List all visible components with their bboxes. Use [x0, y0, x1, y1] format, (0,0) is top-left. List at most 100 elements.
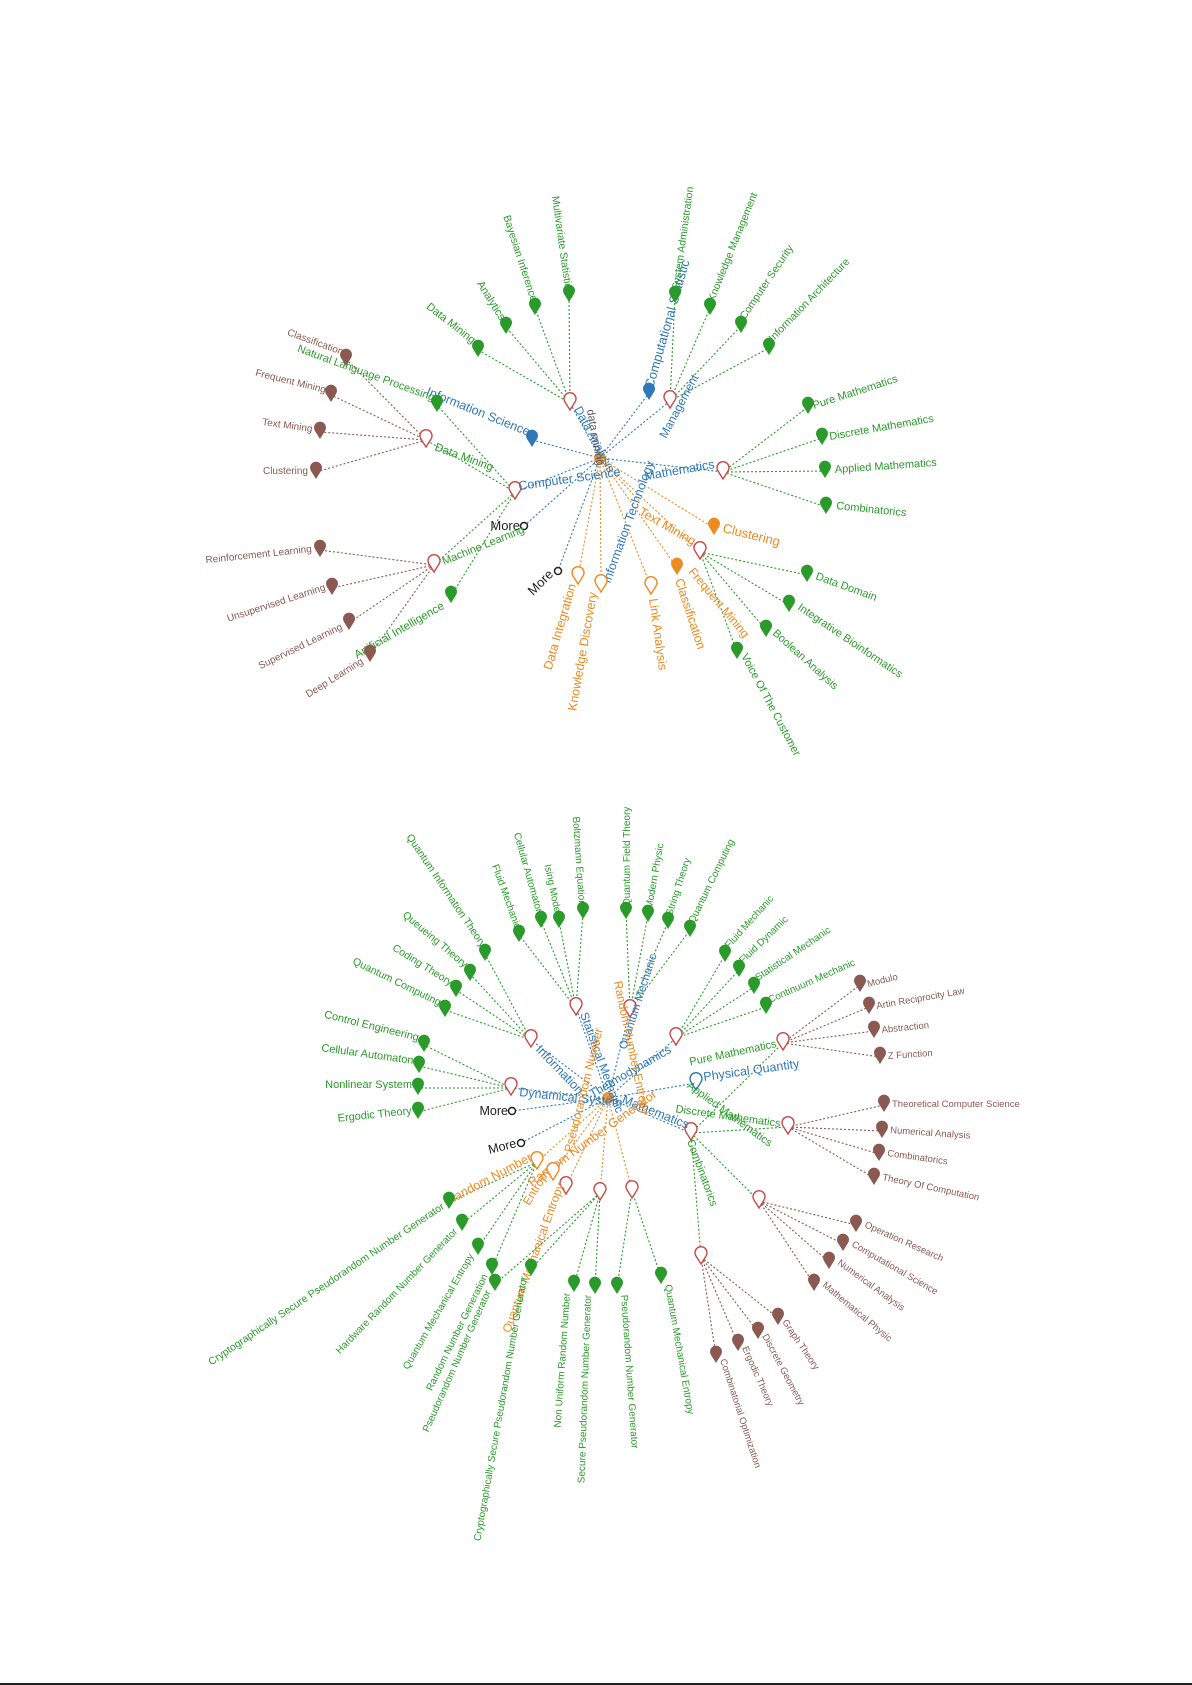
edge-fm-ba: [699, 551, 767, 631]
node-na[interactable]: Numerical Analysis: [876, 1120, 971, 1142]
node-pin-icon: [363, 644, 377, 662]
node-pin-icon: [439, 999, 452, 1017]
edge-math-am: [722, 470, 826, 473]
node-dmath[interactable]: Discrete Mathematics: [816, 413, 935, 445]
node-more2[interactable]: More: [525, 567, 563, 599]
edge-qm-qc2: [629, 929, 691, 1011]
node-la[interactable]: Link Analysis: [644, 576, 670, 671]
edge-ds-ca2: [418, 1065, 512, 1089]
node-label: Deep Learning: [304, 656, 365, 700]
node-ms[interactable]: Multivariate Statistic: [549, 195, 575, 302]
node-dl[interactable]: Deep Learning: [304, 644, 377, 701]
node-tm2[interactable]: Text Mining: [261, 417, 327, 439]
node-ml[interactable]: Machine Learning: [427, 524, 526, 574]
node-ib[interactable]: Integrative Bioinformatics: [783, 594, 905, 681]
node-qc2[interactable]: Quantum Computing: [683, 838, 737, 937]
node-bi[interactable]: Bayesian Inference: [500, 214, 542, 315]
node-math[interactable]: Mathematics: [643, 457, 730, 483]
node-more1[interactable]: More: [490, 518, 529, 533]
node-pin-icon: [854, 974, 867, 992]
node-fm2[interactable]: Frequent Mining: [254, 368, 337, 402]
node-flm[interactable]: Fluid Mechanic: [489, 863, 526, 942]
node-pin-icon: [867, 1020, 881, 1038]
node-comb[interactable]: Combinatorics: [819, 496, 907, 520]
edge-td-stm: [675, 986, 755, 1039]
node-arl[interactable]: Artin Reciprocity Law: [863, 986, 966, 1014]
node-pin-icon: [326, 577, 338, 595]
node-dmc[interactable]: Data Mining: [419, 429, 495, 474]
center-hub-1[interactable]: [602, 1092, 614, 1104]
edge-dmc-c1: [345, 358, 427, 441]
node-pin-icon: [876, 1120, 888, 1138]
node-qft[interactable]: Quantum Field Theory: [620, 807, 633, 919]
node-label: Quantum Information Theory: [404, 832, 489, 950]
node-pin-icon: [486, 1257, 498, 1275]
edge-center-td: [607, 1037, 677, 1099]
node-pin-icon: [411, 1077, 425, 1095]
node-marker-icon: [569, 997, 583, 1017]
edge-dm3-toc: [787, 1126, 875, 1179]
node-an[interactable]: Analytics: [474, 279, 512, 334]
node-qme3[interactable]: Quantum Mechanical Entropy: [655, 1266, 696, 1416]
edge-math-pm: [722, 406, 809, 473]
node-ul[interactable]: Unsupervised Learning: [226, 577, 338, 625]
node-ns[interactable]: Nonlinear System: [325, 1077, 425, 1095]
node-pin-icon: [704, 297, 716, 315]
edge-prn-nurn: [573, 1192, 601, 1286]
node-et[interactable]: Ergodic Theory: [337, 1101, 425, 1125]
node-prng2[interactable]: Pseudorandom Number Generator: [611, 1276, 640, 1450]
node-dd[interactable]: Data Domain: [800, 564, 878, 604]
node-sl[interactable]: Supervised Learning: [257, 612, 356, 672]
node-pin-icon: [763, 337, 776, 355]
node-tm[interactable]: Text Mining: [637, 504, 699, 548]
node-label: Secure Pseudorandom Number Generator: [576, 1294, 594, 1483]
node-zf[interactable]: Z Function: [874, 1046, 933, 1064]
node-pin-icon: [800, 564, 813, 582]
node-label: More: [480, 1104, 509, 1118]
node-label: Pure Mathematics: [811, 373, 899, 412]
node-pin-icon: [837, 1233, 849, 1251]
node-nlp[interactable]: Natural Language Processing: [296, 343, 444, 412]
node-dm2[interactable]: Data Mining: [424, 301, 484, 357]
edge-dmc-fm2: [330, 394, 427, 441]
node-pin-icon: [802, 396, 815, 414]
node-toc[interactable]: Theory Of Computation: [867, 1167, 980, 1204]
node-label: Fluid Mechanic: [489, 863, 522, 930]
node-pin-icon: [878, 1094, 891, 1112]
node-is[interactable]: Information Science: [424, 384, 538, 447]
edge-math2-comb2: [690, 1132, 702, 1258]
node-spng[interactable]: Secure Pseudorandom Number Generator: [576, 1276, 602, 1484]
node-be[interactable]: Boltzmann Equation: [570, 816, 589, 919]
node-mod[interactable]: Modulo: [854, 972, 899, 992]
edge-dmc-cl2: [315, 439, 427, 473]
edge-center-da: [569, 402, 601, 459]
node-am[interactable]: Applied Mathematics: [819, 457, 938, 478]
node-qc[interactable]: Quantum Computing: [351, 955, 452, 1017]
edge-center-pq: [607, 1082, 697, 1099]
node-cl2[interactable]: Clustering: [263, 461, 322, 479]
node-ca2[interactable]: Cellular Automaton: [321, 1042, 426, 1073]
node-abs[interactable]: Abstraction: [867, 1020, 930, 1038]
edge-math-dmath: [722, 437, 823, 473]
node-comb3[interactable]: Combinatorics: [873, 1143, 948, 1168]
node-rl[interactable]: Reinforcement Learning: [205, 539, 327, 566]
node-pin-icon: [456, 1213, 468, 1231]
node-more3[interactable]: More: [480, 1104, 517, 1118]
node-prng[interactable]: Pseudorandom Number Generator: [421, 1273, 501, 1434]
node-clu[interactable]: Clustering: [708, 517, 782, 549]
node-mphys[interactable]: Mathematical Physic: [807, 1273, 894, 1345]
edge-center-di: [577, 457, 601, 578]
node-marker-icon: [669, 1027, 683, 1047]
node-pin-icon: [642, 904, 654, 922]
node-prn[interactable]: Pseudorandom Number: [561, 1027, 607, 1202]
node-pin-icon: [513, 924, 526, 942]
node-mp[interactable]: Modern Physic: [642, 842, 666, 922]
node-tcs[interactable]: Theoretical Computer Science: [878, 1094, 1020, 1112]
node-marker-icon: [419, 429, 433, 449]
node-more4[interactable]: More: [487, 1136, 526, 1157]
node-da[interactable]: Data Analysis: [563, 392, 618, 475]
node-voc[interactable]: Voice Of The Customer: [731, 641, 803, 759]
node-pm[interactable]: Pure Mathematics: [802, 373, 900, 414]
node-nurn[interactable]: Non Uniform Random Number: [553, 1274, 580, 1428]
edge-rne-qme3: [631, 1190, 662, 1278]
